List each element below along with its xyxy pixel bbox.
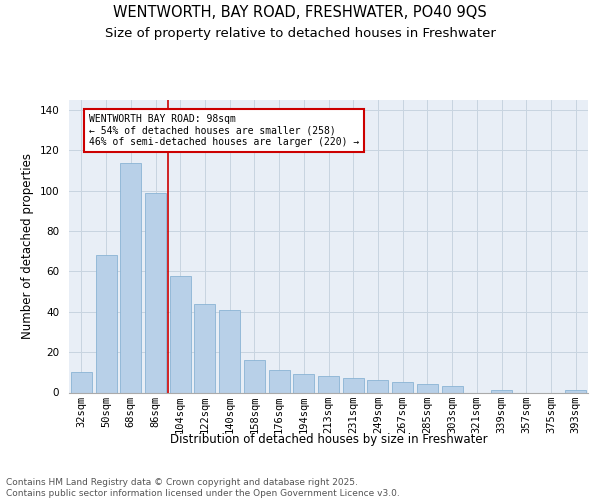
Bar xyxy=(244,360,265,392)
Bar xyxy=(120,162,141,392)
Bar xyxy=(293,374,314,392)
Bar xyxy=(392,382,413,392)
Bar xyxy=(367,380,388,392)
Bar xyxy=(491,390,512,392)
Bar xyxy=(194,304,215,392)
Bar xyxy=(417,384,438,392)
Y-axis label: Number of detached properties: Number of detached properties xyxy=(21,153,34,340)
Bar xyxy=(343,378,364,392)
Bar xyxy=(170,276,191,392)
Text: WENTWORTH BAY ROAD: 98sqm
← 54% of detached houses are smaller (258)
46% of semi: WENTWORTH BAY ROAD: 98sqm ← 54% of detac… xyxy=(89,114,359,148)
Text: WENTWORTH, BAY ROAD, FRESHWATER, PO40 9QS: WENTWORTH, BAY ROAD, FRESHWATER, PO40 9Q… xyxy=(113,5,487,20)
Bar xyxy=(318,376,339,392)
Bar xyxy=(565,390,586,392)
Bar xyxy=(145,193,166,392)
Bar xyxy=(71,372,92,392)
Text: Distribution of detached houses by size in Freshwater: Distribution of detached houses by size … xyxy=(170,432,488,446)
Bar xyxy=(442,386,463,392)
Bar xyxy=(219,310,240,392)
Text: Contains HM Land Registry data © Crown copyright and database right 2025.
Contai: Contains HM Land Registry data © Crown c… xyxy=(6,478,400,498)
Bar xyxy=(269,370,290,392)
Text: Size of property relative to detached houses in Freshwater: Size of property relative to detached ho… xyxy=(104,28,496,40)
Bar xyxy=(95,256,116,392)
